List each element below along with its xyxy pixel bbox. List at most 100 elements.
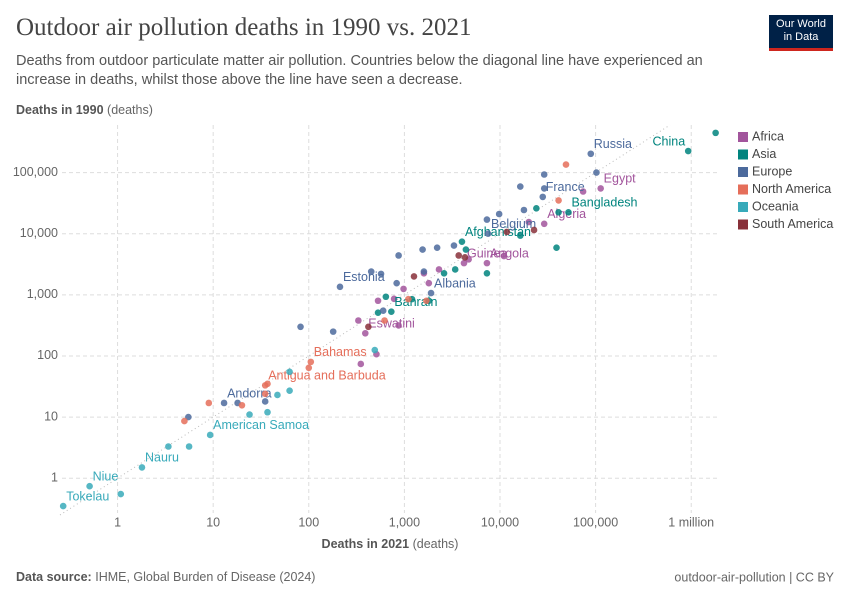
point	[440, 269, 448, 277]
point	[59, 502, 67, 510]
point	[593, 169, 600, 176]
point	[393, 279, 400, 287]
point	[379, 307, 387, 314]
point-label: Bangladesh	[571, 196, 637, 210]
point	[451, 266, 459, 273]
point	[261, 390, 269, 398]
point	[371, 346, 379, 354]
point	[419, 246, 426, 253]
point	[382, 293, 390, 301]
legend-swatch	[738, 149, 748, 160]
y-axis-label-text: Deaths in 1990	[16, 103, 104, 117]
source-label: Data source:	[16, 570, 92, 584]
point	[516, 232, 524, 239]
y-tick-label: 1,000	[27, 287, 58, 301]
header: Outdoor air pollution deaths in 1990 vs.…	[16, 14, 736, 90]
point	[400, 285, 407, 293]
point	[329, 328, 337, 335]
legend-swatch	[738, 132, 748, 142]
legend-swatch	[738, 202, 748, 212]
point	[712, 129, 719, 137]
point	[420, 268, 428, 275]
y-tick-label: 100,000	[13, 165, 58, 179]
point	[540, 171, 548, 178]
logo[interactable]: Our World in Data	[769, 15, 833, 51]
point	[361, 329, 369, 337]
point-label: Andorra	[227, 386, 272, 400]
source-text: IHME, Global Burden of Disease (2024)	[95, 570, 315, 584]
point	[365, 323, 372, 331]
point	[336, 283, 344, 291]
legend-label: Africa	[752, 129, 784, 143]
y-tick-label: 100	[37, 348, 58, 362]
x-tick-label: 1,000	[389, 515, 420, 529]
point	[530, 226, 538, 234]
point	[520, 206, 528, 214]
source: Data source: IHME, Global Burden of Dise…	[16, 570, 315, 584]
chart-subtitle: Deaths from outdoor particulate matter a…	[16, 53, 703, 88]
point-label: Guinea	[467, 246, 507, 260]
chart-title: Outdoor air pollution deaths in 1990 vs.…	[16, 14, 472, 41]
point	[500, 252, 508, 260]
point	[388, 308, 395, 315]
point-label: Afghanistan	[465, 225, 531, 239]
point	[297, 323, 304, 331]
point	[540, 220, 548, 228]
point	[462, 246, 470, 253]
x-tick-label: 100,000	[573, 515, 618, 529]
legend-label: South America	[752, 217, 833, 231]
point	[460, 259, 468, 267]
point	[374, 309, 382, 316]
point	[367, 268, 375, 275]
point	[246, 411, 253, 418]
x-axis-label-text: Deaths in 2021	[322, 537, 410, 551]
point	[450, 242, 458, 249]
legend-swatch	[738, 167, 748, 177]
point	[565, 208, 572, 216]
point-label: Tokelau	[66, 489, 109, 503]
point	[286, 387, 293, 395]
point	[533, 205, 540, 212]
y-tick-label: 10,000	[20, 226, 58, 240]
point	[516, 183, 524, 190]
point	[503, 228, 511, 236]
point	[274, 391, 281, 399]
point	[86, 482, 93, 490]
point	[484, 230, 492, 237]
point	[138, 464, 146, 471]
point	[181, 417, 188, 425]
point	[117, 490, 125, 498]
x-tick-label: 100	[298, 515, 319, 529]
point-label: Estonia	[343, 270, 385, 284]
point	[525, 218, 533, 226]
point	[390, 295, 398, 303]
point-label: China	[653, 134, 686, 148]
point	[264, 380, 271, 388]
point-label: Bahamas	[314, 345, 367, 359]
legend-swatch	[738, 184, 748, 195]
point	[579, 188, 587, 195]
point	[483, 216, 491, 223]
logo-line: in Data	[783, 31, 819, 43]
point	[597, 185, 604, 192]
point	[410, 273, 418, 280]
point	[374, 297, 382, 305]
point	[423, 297, 430, 305]
point	[555, 208, 562, 216]
point-label: Egypt	[604, 172, 636, 186]
point	[555, 197, 562, 204]
point	[562, 161, 570, 168]
point	[165, 443, 172, 450]
point	[381, 317, 388, 324]
point	[540, 185, 548, 192]
legend-swatch	[738, 219, 748, 230]
point	[539, 193, 547, 201]
point	[206, 431, 214, 439]
point	[185, 443, 193, 450]
footer-right[interactable]: outdoor-air-pollution | CC BY	[674, 570, 834, 584]
point-label: Albania	[434, 276, 476, 290]
x-axis-label: Deaths in 2021 (deaths)	[322, 537, 459, 551]
point-label: American Samoa	[213, 418, 309, 432]
